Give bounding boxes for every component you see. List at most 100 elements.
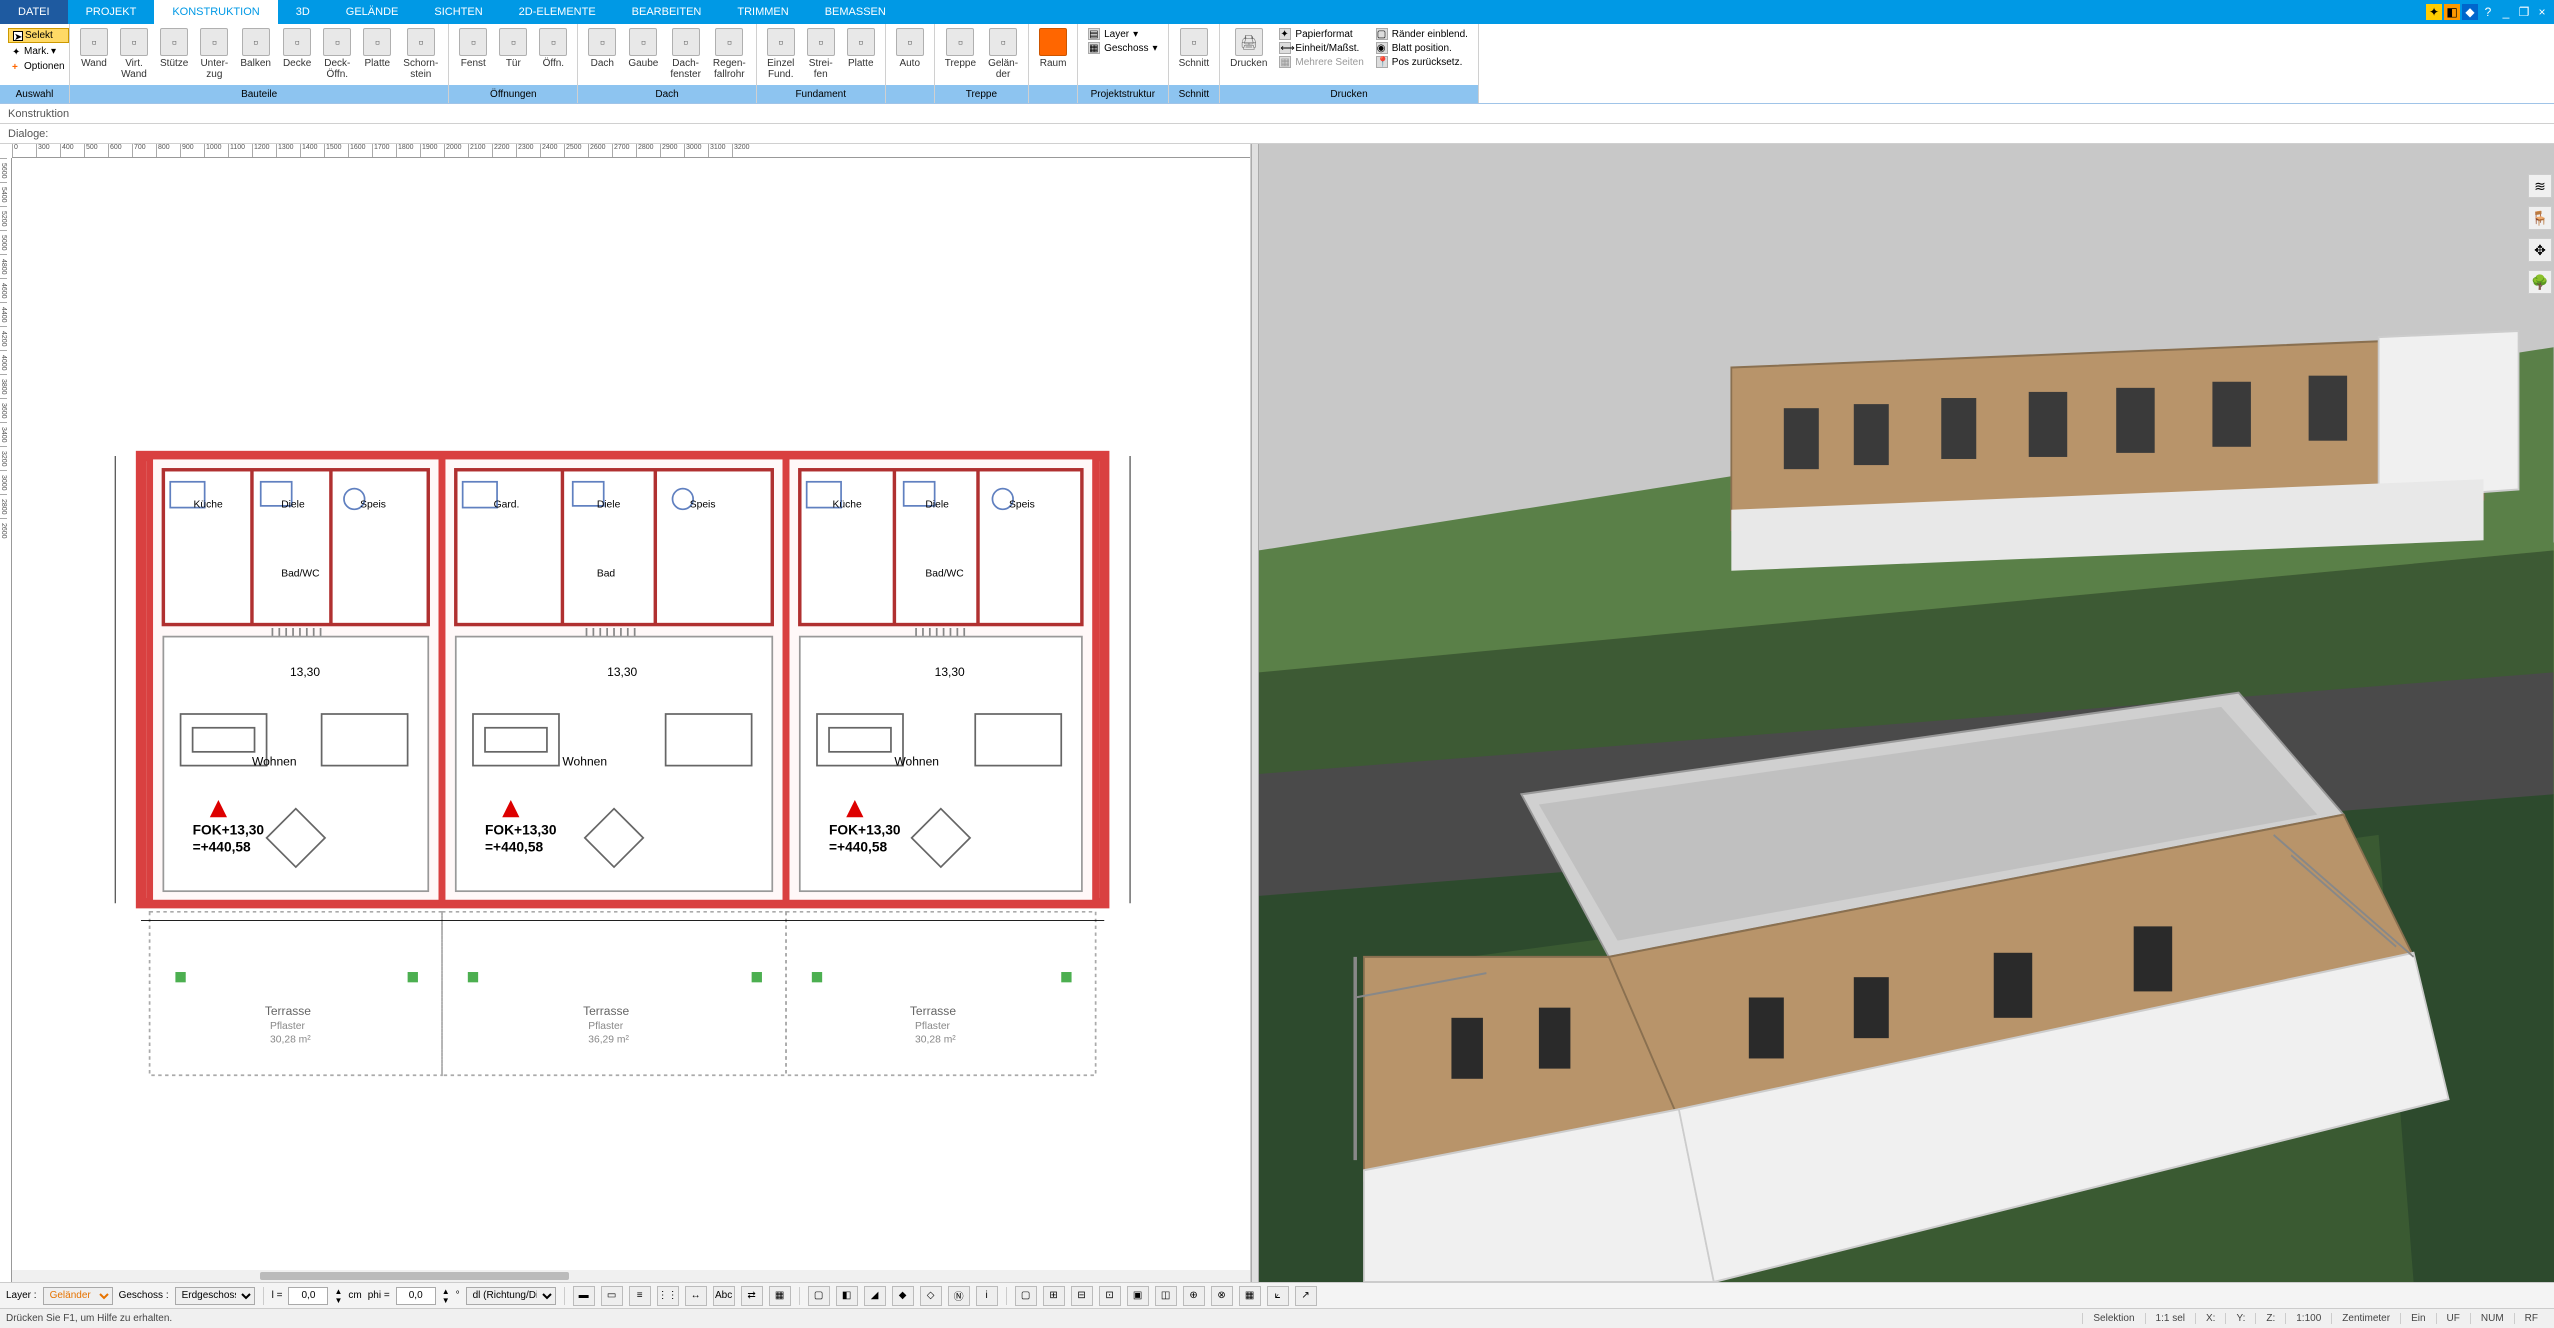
toolbtn[interactable]: ↔ — [685, 1286, 707, 1306]
pos-reset-button[interactable]: 📍Pos zurücksetz. — [1376, 56, 1468, 68]
toolbtn[interactable]: ◢ — [864, 1286, 886, 1306]
splitter[interactable] — [1251, 144, 1259, 1282]
toolbtn[interactable]: ⊕ — [1183, 1286, 1205, 1306]
toolbtn[interactable]: ⊞ — [1043, 1286, 1065, 1306]
mehrere-seiten-button[interactable]: ▦Mehrere Seiten — [1279, 56, 1363, 68]
pane-3d[interactable]: ≋ 🪑 ✥ 🌳 — [1259, 144, 2554, 1282]
menu-tab-datei[interactable]: DATEI — [0, 0, 68, 24]
toolbtn[interactable]: ⇄ — [741, 1286, 763, 1306]
toolbtn[interactable]: ◆ — [892, 1286, 914, 1306]
toolbtn[interactable]: Ⓝ — [948, 1286, 970, 1306]
ribbon-btn-tr[interactable]: ▫Tür — [493, 26, 533, 71]
close-icon[interactable]: × — [2534, 4, 2550, 20]
ribbon-btn-einzelfund[interactable]: ▫Einzel Fund. — [761, 26, 801, 82]
tool-icon[interactable]: ◧ — [2444, 4, 2460, 20]
scrollbar-horizontal[interactable] — [12, 1270, 1250, 1282]
l-input[interactable] — [288, 1287, 328, 1305]
menu-tab-trimmen[interactable]: TRIMMEN — [719, 0, 806, 24]
toolbtn[interactable]: ▭ — [601, 1286, 623, 1306]
phi-input[interactable] — [396, 1287, 436, 1305]
toolbtn[interactable]: ▢ — [1015, 1286, 1037, 1306]
tool-icon: ▫ — [363, 28, 391, 56]
toolbtn[interactable]: ⊟ — [1071, 1286, 1093, 1306]
ribbon-btn-gaube[interactable]: ▫Gaube — [622, 26, 664, 71]
ribbon-btn-fenst[interactable]: ▫Fenst — [453, 26, 493, 71]
toolbtn[interactable]: ▬ — [573, 1286, 595, 1306]
tree-icon[interactable]: 🌳 — [2528, 270, 2552, 294]
geschoss-dropdown[interactable]: ▦Geschoss ▾ — [1088, 42, 1158, 54]
ribbon-btn-platte[interactable]: ▫Platte — [841, 26, 881, 71]
restore-icon[interactable]: ❐ — [2516, 4, 2532, 20]
ribbon-btn-decke[interactable]: ▫Decke — [277, 26, 317, 71]
selekt-button[interactable]: ➤Selekt — [8, 28, 69, 43]
ribbon-btn-virtwand[interactable]: ▫Virt. Wand — [114, 26, 154, 82]
abc-button[interactable]: Abc — [713, 1286, 735, 1306]
ribbon-btn-streifen[interactable]: ▫Strei- fen — [801, 26, 841, 82]
einheit-button[interactable]: ⟷Einheit/Maßst. — [1279, 42, 1363, 54]
compass-icon[interactable]: ✥ — [2528, 238, 2552, 262]
drucken-button[interactable]: 🖨 Drucken — [1224, 26, 1273, 71]
blatt-pos-button[interactable]: ◉Blatt position. — [1376, 42, 1468, 54]
toolbtn[interactable]: ◧ — [836, 1286, 858, 1306]
menu-tab-sichten[interactable]: SICHTEN — [416, 0, 500, 24]
ribbon-btn-deckffn[interactable]: ▫Deck- Öffn. — [317, 26, 357, 82]
menu-tab-bearbeiten[interactable]: BEARBEITEN — [614, 0, 720, 24]
ribbon-btn-treppe[interactable]: ▫Treppe — [939, 26, 982, 71]
geschoss-select[interactable]: Erdgeschoss — [175, 1287, 255, 1305]
tool-icon[interactable]: ✦ — [2426, 4, 2442, 20]
toolbtn[interactable]: ◫ — [1155, 1286, 1177, 1306]
help-icon[interactable]: ? — [2480, 4, 2496, 20]
raender-button[interactable]: ▢Ränder einblend. — [1376, 28, 1468, 40]
layer-select[interactable]: Geländer — [43, 1287, 113, 1305]
minimize-icon[interactable]: _ — [2498, 4, 2514, 20]
ribbon-btn-auto[interactable]: ▫Auto — [890, 26, 930, 71]
papierformat-button[interactable]: ✦Papierformat — [1279, 28, 1363, 40]
svg-text:Speis: Speis — [360, 500, 386, 511]
toolbtn[interactable]: ⟀ — [1267, 1286, 1289, 1306]
toolbtn[interactable]: ▣ — [1127, 1286, 1149, 1306]
layer-dropdown[interactable]: ▤Layer ▾ — [1088, 28, 1158, 40]
ribbon-btn-gelnder[interactable]: ▫Gelän- der — [982, 26, 1024, 82]
ribbon-btn-dach[interactable]: ▫Dach — [582, 26, 622, 71]
menu-tab-2delemente[interactable]: 2D-ELEMENTE — [501, 0, 614, 24]
subbar-konstruktion: Konstruktion — [0, 104, 2554, 124]
pane-2d[interactable]: 0300400500600700800900100011001200130014… — [0, 144, 1251, 1282]
tool-icon[interactable]: ◆ — [2462, 4, 2478, 20]
ribbon-btn-wand[interactable]: ▫Wand — [74, 26, 114, 71]
optionen-button[interactable]: +Optionen — [8, 60, 69, 73]
ribbon-btn-regenfallrohr[interactable]: ▫Regen- fallrohr — [707, 26, 752, 82]
menu-tab-3d[interactable]: 3D — [278, 0, 328, 24]
raum-button[interactable]: Raum — [1033, 26, 1073, 71]
menu-tab-bemassen[interactable]: BEMASSEN — [807, 0, 904, 24]
status-help: Drücken Sie F1, um Hilfe zu erhalten. — [6, 1313, 2082, 1324]
toolbtn[interactable]: ⊡ — [1099, 1286, 1121, 1306]
toolbtn[interactable]: ▢ — [808, 1286, 830, 1306]
ribbon-btn-dachfenster[interactable]: ▫Dach- fenster — [664, 26, 707, 82]
toolbtn[interactable]: ◇ — [920, 1286, 942, 1306]
ribbon-btn-label: Gaube — [628, 58, 658, 69]
ribbon-btn-schnitt[interactable]: ▫Schnitt — [1173, 26, 1216, 71]
menu-tab-konstruktion[interactable]: KONSTRUKTION — [154, 0, 277, 24]
mark-button[interactable]: ✦Mark. ▾ — [8, 45, 69, 58]
tool-icon: ▫ — [242, 28, 270, 56]
toolbtn[interactable]: i — [976, 1286, 998, 1306]
ribbon-btn-ffn[interactable]: ▫Öffn. — [533, 26, 573, 71]
toolbtn[interactable]: ↗ — [1295, 1286, 1317, 1306]
toolbtn[interactable]: ▦ — [769, 1286, 791, 1306]
layers-icon[interactable]: ≋ — [2528, 174, 2552, 198]
menu-tab-projekt[interactable]: PROJEKT — [68, 0, 155, 24]
toolbtn[interactable]: ⋮⋮ — [657, 1286, 679, 1306]
menu-tab-gelaende[interactable]: GELÄNDE — [328, 0, 417, 24]
ribbon-btn-sttze[interactable]: ▫Stütze — [154, 26, 194, 71]
ribbon-btn-schornstein[interactable]: ▫Schorn- stein — [397, 26, 444, 82]
ribbon-btn-unterzug[interactable]: ▫Unter- zug — [194, 26, 234, 82]
floorplan-canvas[interactable]: KücheDieleSpeisBad/WCWohnen13,30FOK+13,3… — [12, 158, 1250, 1270]
toolbtn[interactable]: ⊗ — [1211, 1286, 1233, 1306]
ribbon-btn-balken[interactable]: ▫Balken — [234, 26, 277, 71]
ribbon-btn-platte[interactable]: ▫Platte — [357, 26, 397, 71]
chair-icon[interactable]: 🪑 — [2528, 206, 2552, 230]
status-selektion: Selektion — [2082, 1313, 2144, 1324]
toolbtn[interactable]: ≡ — [629, 1286, 651, 1306]
toolbtn[interactable]: ▦ — [1239, 1286, 1261, 1306]
dl-select[interactable]: dl (Richtung/Di — [466, 1287, 556, 1305]
